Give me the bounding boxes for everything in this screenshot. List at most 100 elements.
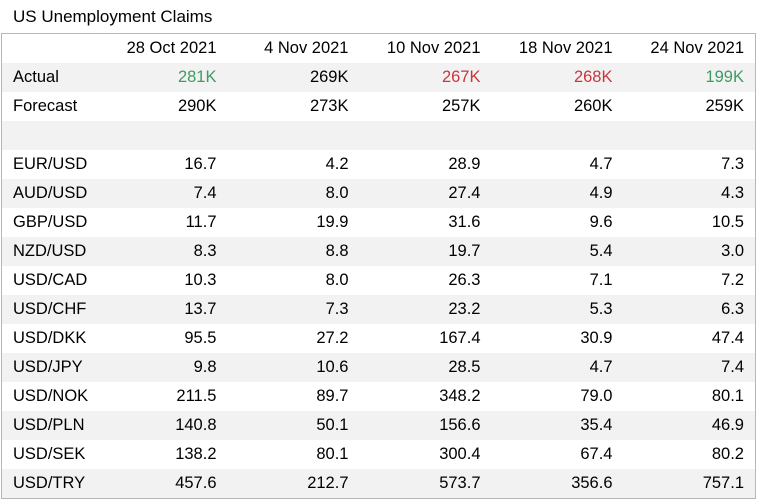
pair-value: 80.1 <box>711 387 744 405</box>
pair-label: USD/PLN <box>1 411 96 440</box>
pair-row: USD/DKK 95.5 27.2 167.4 30.9 47.4 <box>2 324 756 353</box>
pair-value: 7.1 <box>589 271 613 289</box>
pair-value: 4.2 <box>325 155 349 173</box>
pair-value: 4.3 <box>623 179 756 208</box>
pair-value: 11.7 <box>185 213 217 231</box>
pair-row: AUD/USD 7.4 8.0 27.4 4.9 4.3 <box>1 179 756 208</box>
pair-value: 7.4 <box>623 353 756 382</box>
forecast-value: 260K <box>573 97 613 115</box>
pair-value: 80.1 <box>316 445 349 463</box>
pair-label: USD/SEK <box>13 445 86 463</box>
pair-value: 79.0 <box>580 387 613 405</box>
pair-value: 5.4 <box>491 237 624 266</box>
pair-row: USD/CHF 13.7 7.3 23.2 5.3 6.3 <box>1 295 756 324</box>
column-header: 10 Nov 2021 <box>386 39 481 57</box>
pair-value: 10.3 <box>184 271 217 289</box>
pair-value: 140.8 <box>95 411 228 440</box>
actual-value: 268K <box>491 63 624 92</box>
pair-value: 7.2 <box>721 271 744 289</box>
pair-row: NZD/USD 8.3 8.8 19.7 5.4 3.0 <box>1 237 756 266</box>
pair-value: 348.2 <box>439 387 481 405</box>
pair-value: 31.6 <box>448 213 481 231</box>
pair-row: USD/SEK 138.2 80.1 300.4 67.4 80.2 <box>2 440 756 469</box>
pair-row: USD/TRY 457.6 212.7 573.7 356.6 757.1 <box>1 469 756 499</box>
pair-value: 8.0 <box>227 179 360 208</box>
pair-value: 50.1 <box>227 411 360 440</box>
pair-label: USD/TRY <box>1 469 96 499</box>
pair-label: NZD/USD <box>1 237 96 266</box>
forecast-value: 273K <box>309 97 349 115</box>
pair-row: USD/PLN 140.8 50.1 156.6 35.4 46.9 <box>1 411 756 440</box>
pair-label: USD/DKK <box>13 329 87 347</box>
pair-value: 28.9 <box>448 155 481 173</box>
actual-value: 269K <box>227 63 360 92</box>
corner-cell <box>2 34 96 64</box>
actual-value: 199K <box>623 63 756 92</box>
pair-value: 16.7 <box>184 155 217 173</box>
pair-value: 27.4 <box>359 179 492 208</box>
pair-value: 47.4 <box>711 329 744 347</box>
pair-value: 8.3 <box>95 237 228 266</box>
pair-value: 211.5 <box>176 387 217 405</box>
spacer-cell <box>1 121 756 150</box>
actual-value: 281K <box>95 63 228 92</box>
column-header: 28 Oct 2021 <box>126 39 217 57</box>
pair-value: 156.6 <box>359 411 492 440</box>
pair-value: 10.6 <box>227 353 360 382</box>
pair-value: 8.0 <box>325 271 349 289</box>
pair-value: 356.6 <box>491 469 624 499</box>
pair-label: USD/NOK <box>13 387 89 405</box>
pair-value: 9.8 <box>95 353 228 382</box>
actual-row: Actual 281K 269K 267K 268K 199K <box>1 63 756 92</box>
pair-value: 138.2 <box>175 445 217 463</box>
pair-label: USD/CHF <box>1 295 96 324</box>
pair-value: 167.4 <box>439 329 481 347</box>
row-label: Actual <box>1 63 96 92</box>
claims-table: 28 Oct 2021 4 Nov 2021 10 Nov 2021 18 No… <box>1 33 756 499</box>
pair-value: 19.9 <box>316 213 349 231</box>
pair-value: 9.6 <box>589 213 613 231</box>
pair-value: 8.8 <box>227 237 360 266</box>
pair-row: EUR/USD 16.7 4.2 28.9 4.7 7.3 <box>2 150 756 179</box>
pair-label: USD/JPY <box>1 353 96 382</box>
forecast-value: 259K <box>705 97 744 115</box>
forecast-value: 290K <box>177 97 217 115</box>
pair-value: 300.4 <box>439 445 481 463</box>
pair-value: 89.7 <box>316 387 349 405</box>
pair-row: USD/JPY 9.8 10.6 28.5 4.7 7.4 <box>1 353 756 382</box>
pair-row: GBP/USD 11.7 19.9 31.6 9.6 10.5 <box>2 208 756 237</box>
pair-label: USD/CAD <box>13 271 88 289</box>
pair-value: 6.3 <box>623 295 756 324</box>
pair-value: 4.7 <box>589 155 613 173</box>
pair-label: EUR/USD <box>13 155 88 173</box>
actual-value: 267K <box>359 63 492 92</box>
pair-value: 27.2 <box>316 329 349 347</box>
row-label: Forecast <box>13 97 78 115</box>
pair-value: 95.5 <box>184 329 217 347</box>
header-row: 28 Oct 2021 4 Nov 2021 10 Nov 2021 18 No… <box>2 34 756 64</box>
pair-value: 457.6 <box>95 469 228 499</box>
pair-value: 30.9 <box>580 329 613 347</box>
pair-value: 4.9 <box>491 179 624 208</box>
pair-value: 10.5 <box>711 213 744 231</box>
pair-row: USD/CAD 10.3 8.0 26.3 7.1 7.2 <box>2 266 756 295</box>
pair-value: 212.7 <box>227 469 360 499</box>
pair-value: 573.7 <box>359 469 492 499</box>
pair-value: 7.3 <box>227 295 360 324</box>
column-header: 4 Nov 2021 <box>264 39 349 57</box>
pair-value: 35.4 <box>491 411 624 440</box>
pair-value: 67.4 <box>580 445 613 463</box>
pair-value: 757.1 <box>623 469 756 499</box>
column-header: 24 Nov 2021 <box>650 39 744 57</box>
table-title: US Unemployment Claims <box>13 7 213 26</box>
pair-value: 23.2 <box>359 295 492 324</box>
pair-value: 3.0 <box>623 237 756 266</box>
pair-value: 4.7 <box>491 353 624 382</box>
spacer-row <box>1 121 756 150</box>
pair-value: 28.5 <box>359 353 492 382</box>
pair-label: AUD/USD <box>1 179 96 208</box>
pair-value: 13.7 <box>95 295 228 324</box>
pair-label: GBP/USD <box>13 213 88 231</box>
pair-value: 19.7 <box>359 237 492 266</box>
pair-row: USD/NOK 211.5 89.7 348.2 79.0 80.1 <box>2 382 756 411</box>
